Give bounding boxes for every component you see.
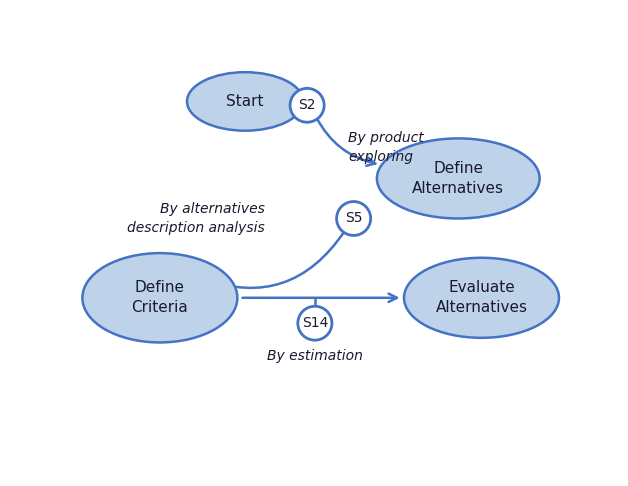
Ellipse shape [298, 306, 332, 340]
Text: S2: S2 [298, 98, 316, 112]
Text: Start: Start [226, 94, 264, 109]
Text: Define
Alternatives: Define Alternatives [412, 161, 504, 196]
Text: Define
Criteria: Define Criteria [131, 280, 188, 315]
Text: Evaluate
Alternatives: Evaluate Alternatives [435, 280, 528, 315]
Ellipse shape [337, 202, 371, 235]
Ellipse shape [404, 258, 559, 338]
Text: S5: S5 [345, 211, 362, 226]
Text: By estimation: By estimation [267, 348, 363, 363]
Text: By alternatives
description analysis: By alternatives description analysis [127, 202, 264, 235]
Ellipse shape [290, 88, 324, 122]
Ellipse shape [187, 72, 303, 131]
Text: S14: S14 [301, 316, 328, 330]
Text: By product
exploring: By product exploring [348, 131, 424, 164]
Ellipse shape [377, 139, 539, 219]
Ellipse shape [82, 253, 237, 343]
